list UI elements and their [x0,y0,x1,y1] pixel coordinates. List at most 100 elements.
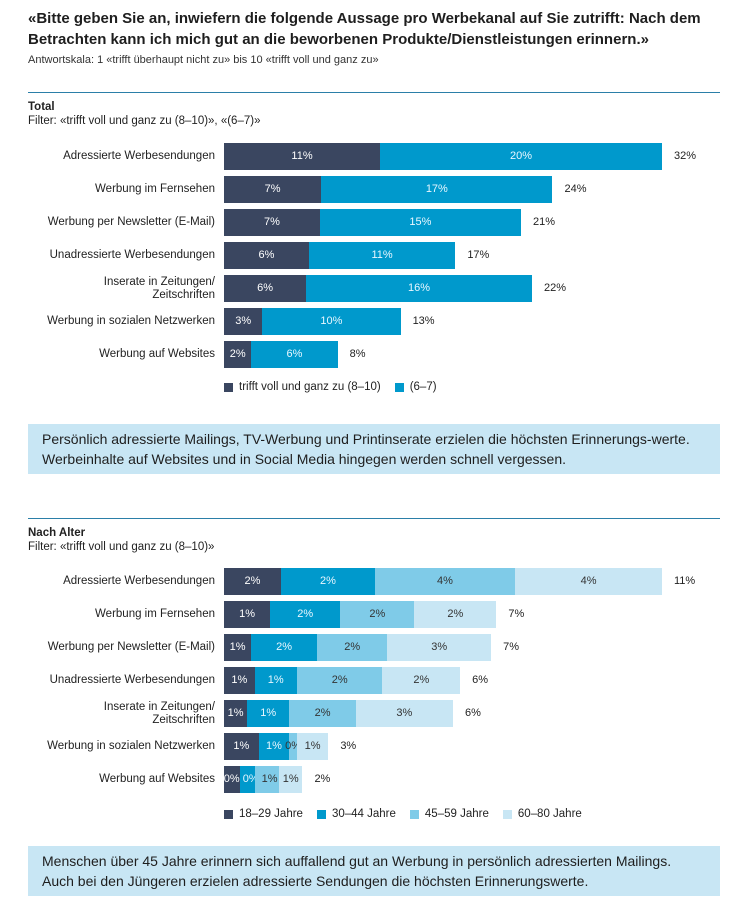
category-label: Inserate in Zeitungen/ Zeitschriften [103,275,215,301]
bar-segment-label: 2% [369,608,386,620]
bar-segment [247,700,290,727]
bar-segment-label: 6% [286,348,303,360]
total-label: 7% [508,608,525,620]
bar-row: Werbung in sozialen Netzwerken 1% 1% 0% 1% 3% [0,733,744,760]
bar-segment-label: 7% [264,183,281,195]
legend-item: 45–59 Jahre [409,808,489,820]
bar-segment [224,209,320,236]
bar-segment-label: 0% [223,773,240,785]
bar-row: Adressierte Werbesendungen 2% 2% 4% 4% 11% [0,568,744,595]
total-label: 24% [564,183,587,195]
bar-segment-label: 6% [258,249,275,261]
category-label: Adressierte Werbesendungen [63,575,215,587]
bar-segment [515,568,662,595]
bar-segment [280,568,375,595]
section-filter: Filter: «trifft voll und ganz zu (8–10)» [28,541,215,553]
bar-segment-label: 2% [319,575,336,587]
total-label: 6% [464,707,481,719]
question-title: «Bitte geben Sie an, inwiefern die folge… [28,10,701,48]
bar-segment-label: 15% [409,216,432,228]
total-label: 8% [349,348,366,360]
bar-segment [224,341,252,368]
bar-segment [251,341,338,368]
category-label: Werbung auf Websites [99,773,215,785]
bar-segment-label: 1% [233,740,250,752]
section-age-header: Nach Alter Filter: «trifft voll und ganz… [28,526,214,554]
bar-segment [289,700,356,727]
bar-segment [224,308,263,335]
bar-segment [317,634,388,661]
bar-row: Unadressierte Werbesendungen 6% 11% 17% [0,242,744,269]
bar-segment [319,209,522,236]
legend-item: (6–7) [394,381,437,393]
bar-segment [262,308,401,335]
header: «Bitte geben Sie an, inwiefern die folge… [28,8,732,67]
bar-segment [374,568,516,595]
bar-segment-label: 11% [291,150,313,162]
bar-row: Werbung auf Websites 0% 0% 1% 1% 2% [0,766,744,793]
legend-label: 45–59 Jahre [424,808,489,820]
bar-segment [340,601,415,628]
category-label: Werbung per Newsletter (E-Mail) [47,641,215,653]
legend-age: 18–29 Jahre 30–44 Jahre 45–59 Jahre 60–80 J… [224,808,582,820]
legend-item: 60–80 Jahre [502,808,582,820]
bar-segment-label: 11% [371,249,393,261]
bar-segment [224,667,255,694]
bar-segment-label: 2% [229,348,246,360]
bar-segment [308,242,456,269]
legend-swatch [316,809,326,819]
bar-segment [224,634,252,661]
answer-scale: Antwortskala: 1 «trifft überhaupt nicht … [28,54,379,66]
bar-segment [296,667,383,694]
bar-row: Adressierte Werbesendungen 11% 20% 32% [0,143,744,170]
bar-segment-label: 3% [431,641,448,653]
bar-segment [289,733,297,760]
bar-segment [224,568,281,595]
bar-segment-label: 2% [447,608,464,620]
category-label: Werbung in sozialen Netzwerken [47,315,215,327]
bar-segment-label: 7% [263,216,280,228]
bar-segment-label: 1% [261,773,278,785]
bar-segment [387,634,492,661]
total-label: 6% [472,674,489,686]
total-label: 21% [533,216,556,228]
bar-row: Inserate in Zeitungen/ Zeitschriften 1% 1%… [0,700,744,727]
bar-segment-label: 1% [267,674,284,686]
total-label: 7% [503,641,520,653]
legend-total: trifft voll und ganz zu (8–10) (6–7) [224,381,437,393]
category-label: Werbung auf Websites [99,348,215,360]
bar-segment [270,601,341,628]
total-label: 32% [674,150,697,162]
bar-row: Werbung in sozialen Netzwerken 3% 10% 13% [0,308,744,335]
bar-segment-label: 2% [344,641,361,653]
bar-row: Werbung im Fernsehen 7% 17% 24% [0,176,744,203]
bar-row: Werbung per Newsletter (E-Mail) 7% 15% 21% [0,209,744,236]
bar-segment [254,667,297,694]
bar-segment-label: 4% [580,575,597,587]
bar-segment [414,601,497,628]
bar-row: Unadressierte Werbesendungen 1% 1% 2% 2% 6% [0,667,744,694]
bar-segment [239,766,256,793]
legend-item: 30–44 Jahre [316,808,396,820]
section-title: Total [28,101,55,113]
category-label: Werbung per Newsletter (E-Mail) [47,216,215,228]
legend-label: 30–44 Jahre [331,808,396,820]
bar-segment-label: 2% [331,674,348,686]
bar-segment [380,143,662,170]
legend-swatch [502,809,512,819]
section-total-header: Total Filter: «trifft voll und ganz zu (… [28,100,260,128]
bar-segment-label: 2% [276,641,293,653]
legend-swatch [224,809,233,819]
category-label: Werbung im Fernsehen [95,183,215,195]
category-label: Unadressierte Werbesendungen [49,249,215,261]
bar-segment-label: 20% [510,150,533,162]
bar-segment-label: 3% [235,315,252,327]
total-label: 3% [340,740,357,752]
category-label: Werbung in sozialen Netzwerken [47,740,215,752]
callout-age: Menschen über 45 Jahre erinnern sich auf… [28,846,720,896]
total-label: 17% [467,249,490,261]
bar-segment-label: 2% [413,674,430,686]
legend-item: trifft voll und ganz zu (8–10) [224,381,381,393]
total-label: 11% [674,575,696,587]
bar-segment-label: 2% [244,575,261,587]
